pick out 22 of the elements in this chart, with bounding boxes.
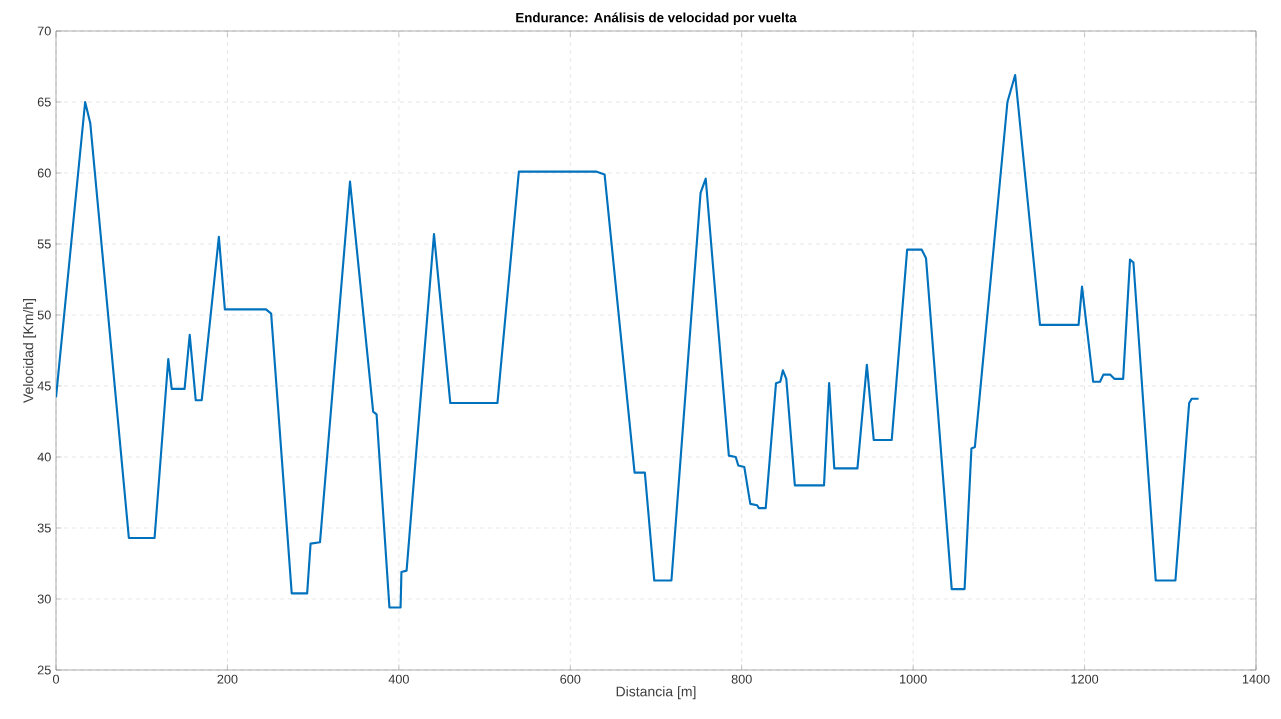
y-tick-label: 60 <box>37 168 51 178</box>
y-tick-label: 45 <box>37 381 51 391</box>
y-tick-label: 35 <box>37 523 51 533</box>
x-axis-title: Distancia [m] <box>616 686 696 700</box>
x-tick-label: 1000 <box>900 674 927 684</box>
line-series <box>56 73 1200 609</box>
chart-title: Endurance: Análisis de velocidad por vuelta <box>516 12 797 25</box>
x-tick-label: 1200 <box>1071 674 1099 684</box>
y-tick-label: 65 <box>37 97 51 107</box>
y-tick-label: 70 <box>37 26 51 36</box>
y-tick-label: 55 <box>37 239 51 249</box>
x-tick-label: 600 <box>560 674 581 684</box>
y-tick-label: 25 <box>37 665 51 675</box>
x-tick-label: 200 <box>217 674 238 684</box>
y-axis-title: Velocidad [Km/h] <box>23 299 37 403</box>
y-tick-label: 30 <box>37 594 51 604</box>
x-tick-label: 0 <box>52 674 60 684</box>
y-tick-label: 50 <box>37 310 51 320</box>
x-tick-label: 1400 <box>1242 674 1270 684</box>
x-tick-label: 400 <box>388 674 409 684</box>
y-tick-label: 40 <box>37 452 51 462</box>
x-tick-label: 800 <box>731 674 752 684</box>
